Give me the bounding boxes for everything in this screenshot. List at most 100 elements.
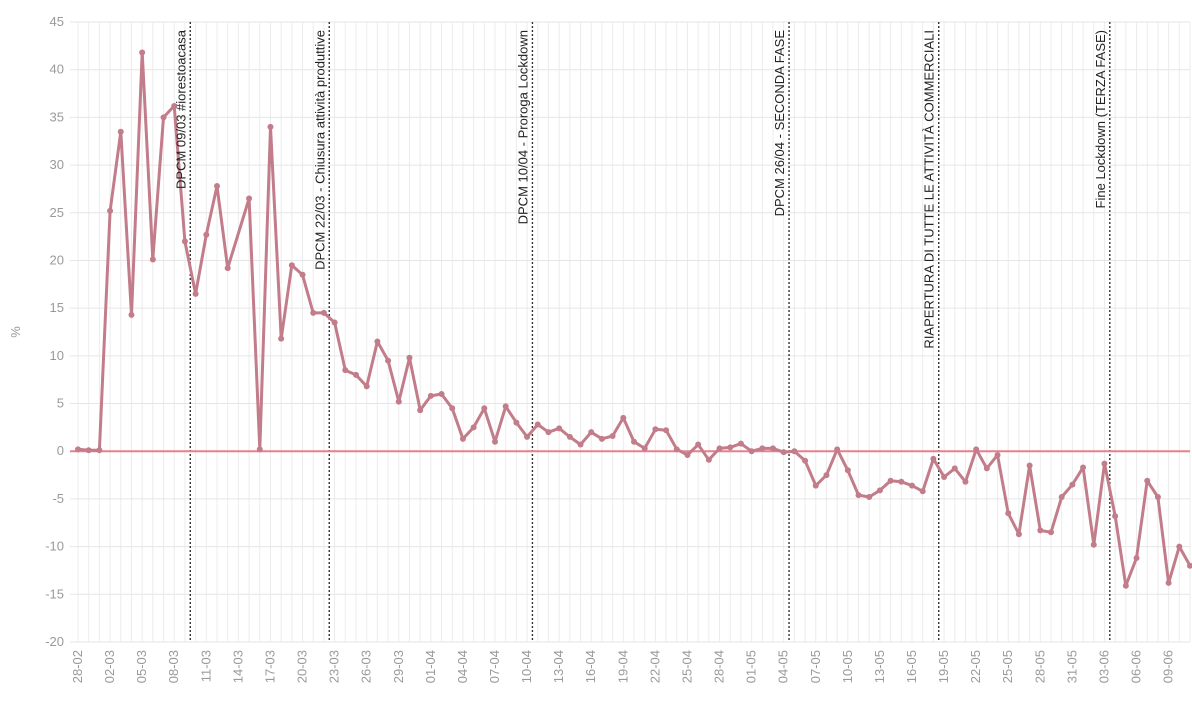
data-point bbox=[1080, 464, 1087, 471]
data-point bbox=[973, 446, 980, 453]
x-tick-label: 13-04 bbox=[551, 650, 566, 683]
data-point bbox=[502, 403, 509, 410]
data-point bbox=[459, 435, 466, 442]
data-point bbox=[716, 445, 723, 452]
data-point bbox=[310, 309, 317, 316]
data-point bbox=[1069, 481, 1076, 488]
x-tick-label: 06-06 bbox=[1129, 650, 1144, 683]
data-point bbox=[588, 429, 595, 436]
x-tick-label: 17-03 bbox=[262, 650, 277, 683]
x-tick-label: 31-05 bbox=[1064, 650, 1079, 683]
data-point bbox=[320, 309, 327, 316]
data-point bbox=[353, 371, 359, 378]
data-point bbox=[748, 448, 755, 455]
series bbox=[75, 49, 1192, 589]
data-point bbox=[887, 477, 894, 484]
data-point bbox=[406, 354, 413, 361]
data-point bbox=[898, 478, 905, 485]
data-point bbox=[1037, 527, 1044, 534]
annotation-label: Fine Lockdown (TERZA FASE) bbox=[1093, 30, 1108, 208]
data-point bbox=[844, 467, 851, 474]
data-point bbox=[598, 435, 605, 442]
data-point bbox=[1026, 462, 1033, 469]
x-tick-label: 11-03 bbox=[198, 650, 213, 682]
data-point bbox=[449, 405, 456, 412]
data-point bbox=[1133, 555, 1140, 562]
y-tick-label: 40 bbox=[50, 62, 64, 77]
data-point bbox=[1122, 582, 1129, 589]
data-point bbox=[759, 445, 766, 452]
x-tick-label: 20-03 bbox=[295, 650, 310, 683]
data-point bbox=[1165, 579, 1172, 586]
x-tick-label: 10-05 bbox=[840, 650, 855, 683]
data-point bbox=[288, 262, 295, 269]
x-tick-label: 14-03 bbox=[230, 650, 245, 683]
x-tick-label: 19-04 bbox=[615, 650, 630, 683]
x-tick-label: 29-03 bbox=[391, 650, 406, 683]
x-tick-label: 09-06 bbox=[1161, 650, 1176, 683]
data-point bbox=[684, 452, 691, 459]
data-point bbox=[737, 440, 744, 447]
data-point bbox=[513, 419, 520, 426]
data-point bbox=[545, 429, 552, 436]
y-tick-label: 10 bbox=[50, 348, 64, 363]
data-point bbox=[342, 367, 349, 374]
data-point bbox=[1058, 494, 1065, 501]
x-tick-label: 07-05 bbox=[808, 650, 823, 683]
data-point bbox=[556, 425, 563, 432]
data-point bbox=[534, 421, 541, 428]
annotation-label: DPCM 09/03 #iorestoacasa bbox=[173, 29, 188, 189]
annotation-label: DPCM 10/04 - Proroga Lockdown bbox=[515, 30, 530, 224]
x-tick-label: 26-03 bbox=[359, 650, 374, 683]
y-tick-label: 25 bbox=[50, 205, 64, 220]
x-tick-label: 10-04 bbox=[519, 650, 534, 683]
data-point bbox=[802, 457, 809, 464]
data-point bbox=[492, 438, 498, 445]
annotations: DPCM 09/03 #iorestoacasa DPCM 22/03 - Chi… bbox=[173, 29, 1108, 348]
data-point bbox=[85, 447, 92, 454]
x-tick-label: 28-04 bbox=[712, 650, 727, 683]
data-point bbox=[1112, 513, 1119, 520]
y-tick-label: 20 bbox=[50, 252, 64, 267]
data-point bbox=[994, 452, 1001, 459]
x-tick-label: 08-03 bbox=[166, 650, 181, 683]
data-point bbox=[75, 446, 81, 453]
data-point bbox=[395, 398, 402, 405]
y-tick-label: -15 bbox=[45, 586, 64, 601]
data-point bbox=[983, 465, 990, 472]
data-point bbox=[299, 271, 306, 278]
data-point bbox=[727, 444, 734, 451]
data-point bbox=[374, 338, 381, 345]
x-tick-label: 28-02 bbox=[70, 650, 85, 683]
data-point bbox=[951, 465, 958, 472]
data-point bbox=[1101, 460, 1108, 467]
x-tick-label: 16-05 bbox=[904, 650, 919, 683]
event-lines bbox=[189, 22, 1111, 642]
x-tick-label: 01-04 bbox=[423, 650, 438, 683]
data-point bbox=[246, 195, 253, 202]
x-tick-label: 25-04 bbox=[679, 650, 694, 683]
data-point bbox=[1048, 529, 1054, 536]
data-point bbox=[149, 256, 156, 263]
data-point bbox=[438, 391, 445, 397]
data-point bbox=[363, 383, 370, 390]
x-tick-label: 28-05 bbox=[1032, 650, 1047, 683]
data-point bbox=[909, 482, 915, 489]
data-point bbox=[117, 128, 124, 135]
x-tick-label: 04-04 bbox=[455, 650, 470, 683]
data-point bbox=[631, 438, 637, 445]
data-point bbox=[577, 441, 584, 448]
data-point bbox=[780, 449, 787, 456]
data-point bbox=[181, 238, 188, 245]
data-point bbox=[823, 472, 830, 479]
data-point bbox=[224, 265, 231, 272]
x-tick-label: 22-04 bbox=[647, 650, 662, 683]
x-tick-label: 05-03 bbox=[134, 650, 149, 683]
data-point bbox=[256, 446, 263, 453]
x-tick-label: 02-03 bbox=[102, 650, 117, 683]
data-point bbox=[481, 405, 488, 412]
data-point bbox=[267, 123, 274, 130]
data-point bbox=[1187, 562, 1192, 569]
y-tick-label: 35 bbox=[50, 109, 64, 124]
